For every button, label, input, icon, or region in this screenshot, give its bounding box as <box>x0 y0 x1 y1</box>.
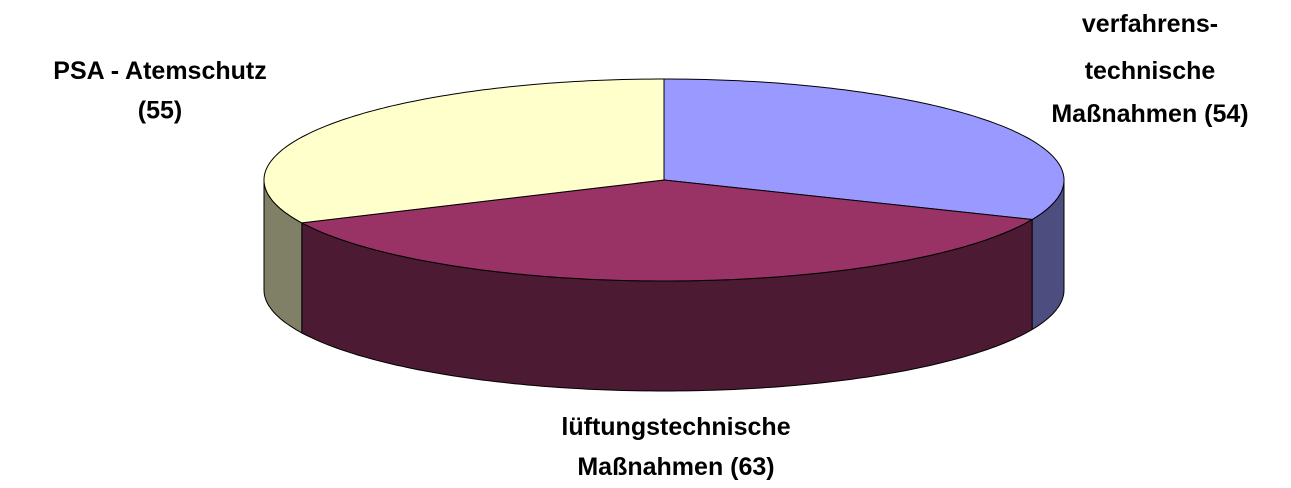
slice-label: lüftungstechnische <box>561 413 790 441</box>
category-label: verfahrens- <box>1082 10 1218 38</box>
slice-label: Maßnahmen (63) <box>577 453 774 481</box>
value-label: (63) <box>730 453 774 481</box>
category-label: technische <box>1085 57 1216 85</box>
slice-label: Maßnahmen (54) <box>1051 100 1248 128</box>
slice-label: technische <box>1085 57 1216 85</box>
slice-label: verfahrens- <box>1082 10 1218 38</box>
slice <box>263 78 665 224</box>
category-label: PSA - Atemschutz <box>53 57 266 85</box>
slice-label: PSA - Atemschutz <box>53 57 266 85</box>
category-label: lüftungstechnische <box>561 413 790 441</box>
category-label: Maßnahmen <box>1051 100 1197 128</box>
value-label: (54) <box>1204 100 1248 128</box>
category-label: Maßnahmen <box>577 453 723 481</box>
slice <box>300 179 1034 282</box>
value-label: (55) <box>138 97 182 125</box>
slice <box>663 78 1065 221</box>
